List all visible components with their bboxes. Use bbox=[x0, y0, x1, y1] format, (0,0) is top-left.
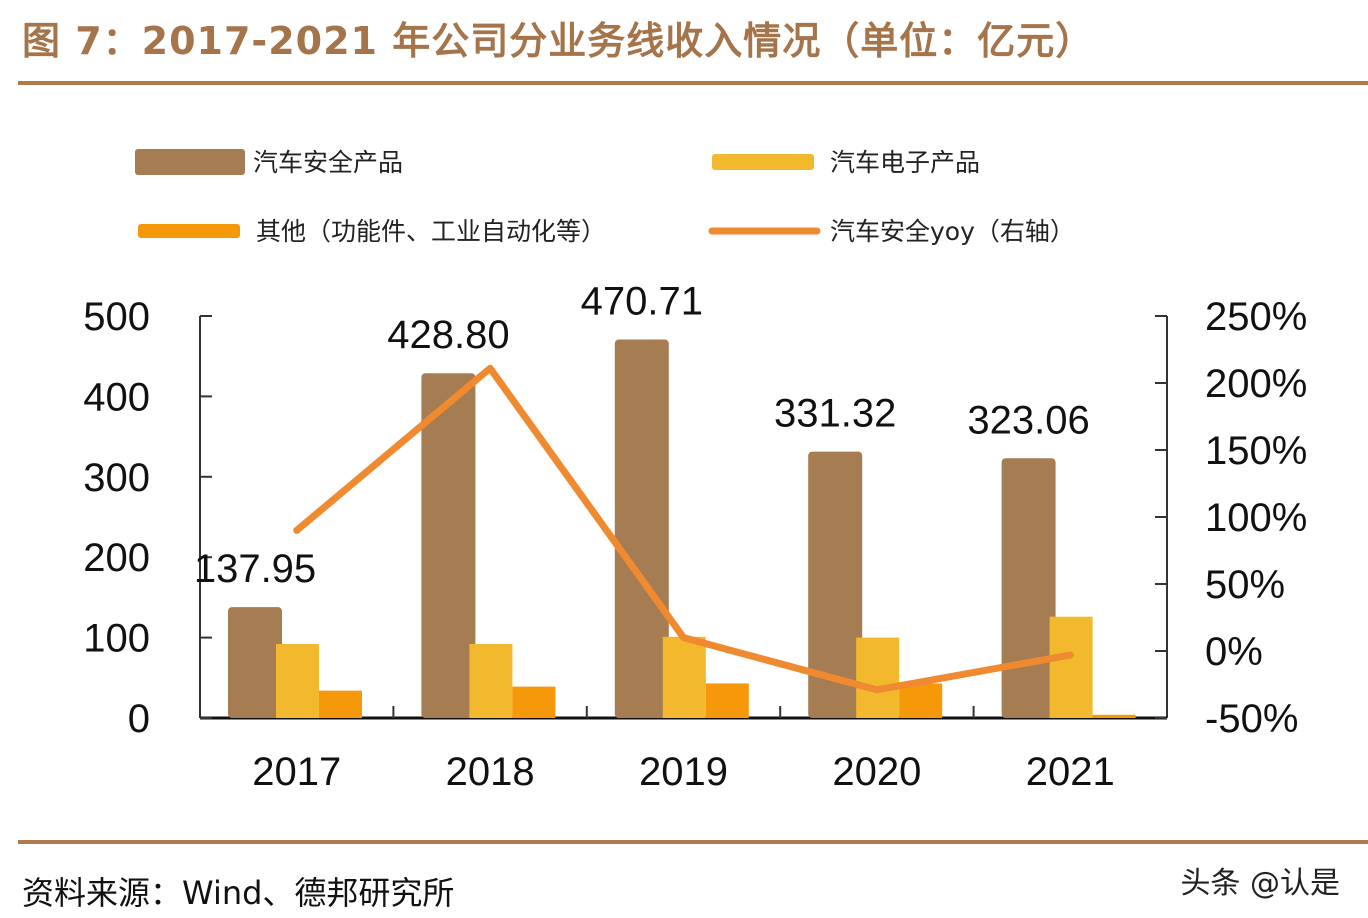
right-tick-label: 250% bbox=[1205, 295, 1307, 339]
x-tick-label: 2021 bbox=[1026, 750, 1115, 794]
yoy-point-2018 bbox=[489, 367, 492, 370]
legend-swatch-0 bbox=[135, 149, 245, 175]
bar-1-2021 bbox=[1049, 616, 1093, 718]
yoy-point-2019 bbox=[682, 636, 685, 639]
data-label: 470.71 bbox=[581, 280, 703, 324]
right-tick-label: 100% bbox=[1205, 496, 1307, 540]
right-tick-label: 0% bbox=[1205, 630, 1263, 674]
bar-0-2021 bbox=[1001, 458, 1056, 718]
legend-label-1: 汽车电子产品 bbox=[830, 148, 980, 177]
yoy-point-2021 bbox=[1069, 654, 1072, 657]
x-tick-label: 2018 bbox=[446, 750, 535, 794]
left-tick-label: 200 bbox=[83, 536, 150, 580]
x-tick-label: 2017 bbox=[252, 750, 341, 794]
data-label: 137.95 bbox=[194, 547, 316, 591]
bar-2-2020 bbox=[899, 683, 943, 718]
legend-swatch-2 bbox=[138, 224, 240, 238]
bar-0-2019 bbox=[614, 339, 669, 718]
right-tick-label: 200% bbox=[1205, 362, 1307, 406]
bar-0-2018 bbox=[421, 373, 476, 718]
x-tick-label: 2020 bbox=[832, 750, 921, 794]
bar-1-2019 bbox=[662, 636, 706, 718]
left-tick-label: 500 bbox=[83, 295, 150, 339]
left-tick-label: 300 bbox=[83, 456, 150, 500]
bar-0-2017 bbox=[228, 607, 282, 718]
source-note: 资料来源：Wind、德邦研究所 bbox=[22, 874, 455, 912]
bar-2-2017 bbox=[319, 690, 362, 718]
data-label: 331.32 bbox=[774, 392, 896, 436]
x-tick-label: 2019 bbox=[639, 750, 728, 794]
bar-1-2017 bbox=[276, 644, 319, 718]
figure-title: 图 7：2017-2021 年公司分业务线收入情况（单位：亿元） bbox=[22, 19, 1095, 63]
bottom-divider bbox=[18, 840, 1368, 844]
left-tick-label: 0 bbox=[128, 697, 150, 741]
yoy-point-2020 bbox=[875, 688, 878, 691]
bar-1-2018 bbox=[469, 644, 513, 718]
data-label: 428.80 bbox=[387, 313, 509, 357]
bar-0-2020 bbox=[808, 451, 863, 718]
legend-label-0: 汽车安全产品 bbox=[253, 148, 403, 177]
legend-label-3: 汽车安全yoy（右轴） bbox=[830, 217, 1075, 246]
yoy-point-2017 bbox=[295, 529, 298, 532]
legend-label-2: 其他（功能件、工业自动化等） bbox=[256, 217, 606, 246]
bar-1-2020 bbox=[856, 637, 900, 718]
right-tick-label: 150% bbox=[1205, 429, 1307, 473]
data-label: 323.06 bbox=[967, 398, 1089, 442]
right-tick-label: -50% bbox=[1205, 697, 1298, 741]
watermark: 头条 @认是 bbox=[1180, 866, 1340, 901]
left-tick-label: 400 bbox=[83, 375, 150, 419]
bar-2-2019 bbox=[705, 683, 749, 718]
top-divider bbox=[18, 81, 1368, 85]
legend-swatch-1 bbox=[712, 154, 814, 170]
left-tick-label: 100 bbox=[83, 617, 150, 661]
bar-2-2021 bbox=[1092, 714, 1136, 718]
right-tick-label: 50% bbox=[1205, 563, 1285, 607]
bar-2-2018 bbox=[512, 686, 556, 718]
